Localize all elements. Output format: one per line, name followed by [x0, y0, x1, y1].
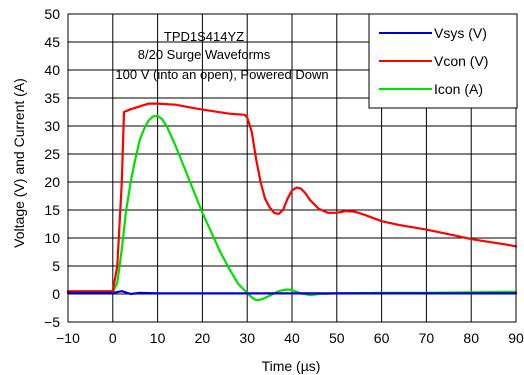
x-tick-label: −10	[56, 330, 80, 346]
y-tick-label: 25	[44, 146, 60, 162]
y-tick-label: 45	[44, 34, 60, 50]
y-tick-label: 40	[44, 62, 60, 78]
annotation-line-3: 100 V (into an open), Powered Down	[115, 67, 328, 82]
legend-label-vsys: Vsys (V)	[434, 25, 487, 41]
y-tick-label: 20	[44, 174, 60, 190]
x-axis-label: Time (µs)	[262, 358, 321, 374]
annotation-line-1: TPD1S414YZ	[164, 29, 244, 44]
series-line-vsys	[66, 290, 518, 296]
x-tick-label: 50	[329, 330, 345, 346]
legend: Vsys (V) Vcon (V) Icon (A)	[368, 13, 518, 109]
x-tick-label: 40	[284, 330, 300, 346]
y-tick-label: 30	[44, 118, 60, 134]
y-tick-label: 35	[44, 90, 60, 106]
x-tick-label: 60	[374, 330, 390, 346]
y-axis-label: Voltage (V) and Current (A)	[11, 78, 27, 248]
x-tick-label: 20	[195, 330, 211, 346]
x-tick-label: 90	[508, 330, 524, 346]
y-tick-label: 50	[44, 6, 60, 22]
y-tick-label: 15	[44, 202, 60, 218]
y-tick-label: −5	[44, 314, 60, 330]
x-tick-label: 80	[463, 330, 479, 346]
y-tick-label: 10	[44, 230, 60, 246]
series-layer	[66, 102, 518, 302]
legend-label-vcon: Vcon (V)	[434, 53, 488, 69]
series-line-vcon	[66, 102, 518, 293]
y-tick-label: 5	[52, 258, 60, 274]
y-tick-label: 0	[52, 286, 60, 302]
x-tick-label: 70	[419, 330, 435, 346]
x-tick-label: 10	[150, 330, 166, 346]
x-tick-label: 0	[109, 330, 117, 346]
legend-label-icon: Icon (A)	[434, 81, 483, 97]
plot-frame	[67, 13, 517, 323]
tick-labels: −10 0 10 20 30 40 50 60 70 80 90 −5 0 5 10 15 20 25 30 35 40…	[44, 6, 524, 346]
annotation-line-2: 8/20 Surge Waveforms	[138, 47, 271, 62]
x-tick-label: 30	[239, 330, 255, 346]
